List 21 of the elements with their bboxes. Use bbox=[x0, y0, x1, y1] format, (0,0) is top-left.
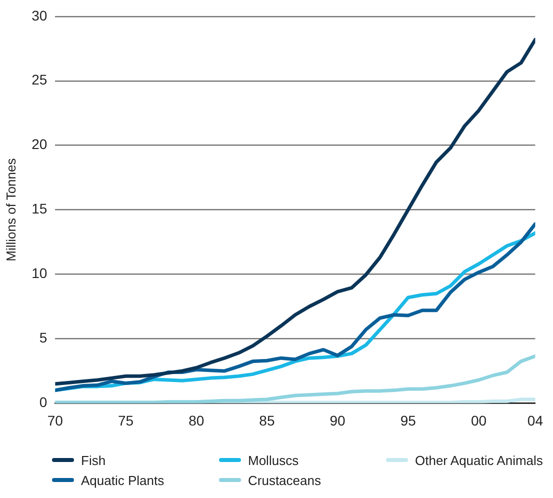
legend-label: Aquatic Plants bbox=[81, 472, 164, 488]
legend-label: Molluscs bbox=[248, 452, 299, 468]
legend-label: Fish bbox=[81, 452, 106, 468]
y-tick-label: 0 bbox=[39, 394, 48, 410]
y-tick-label: 15 bbox=[32, 200, 48, 217]
y-tick-label: 5 bbox=[39, 330, 48, 346]
x-tick-label: 85 bbox=[259, 412, 275, 428]
y-tick-label: 30 bbox=[32, 7, 48, 24]
y-axis-title: Millions of Tonnes bbox=[3, 158, 18, 262]
x-tick-label: 75 bbox=[118, 412, 134, 428]
x-tick-label: 04 bbox=[527, 412, 544, 428]
y-tick-label: 25 bbox=[32, 72, 48, 88]
legend-label: Other Aquatic Animals bbox=[415, 452, 543, 468]
y-tick-label: 10 bbox=[32, 265, 48, 282]
x-tick-label: 80 bbox=[188, 412, 204, 428]
x-tick-label: 90 bbox=[330, 412, 346, 428]
x-tick-label: 00 bbox=[470, 412, 487, 428]
x-tick-label: 95 bbox=[400, 412, 416, 428]
legend-label: Crustaceans bbox=[248, 472, 321, 488]
y-tick-label: 20 bbox=[32, 136, 48, 152]
x-tick-label: 70 bbox=[47, 412, 64, 428]
